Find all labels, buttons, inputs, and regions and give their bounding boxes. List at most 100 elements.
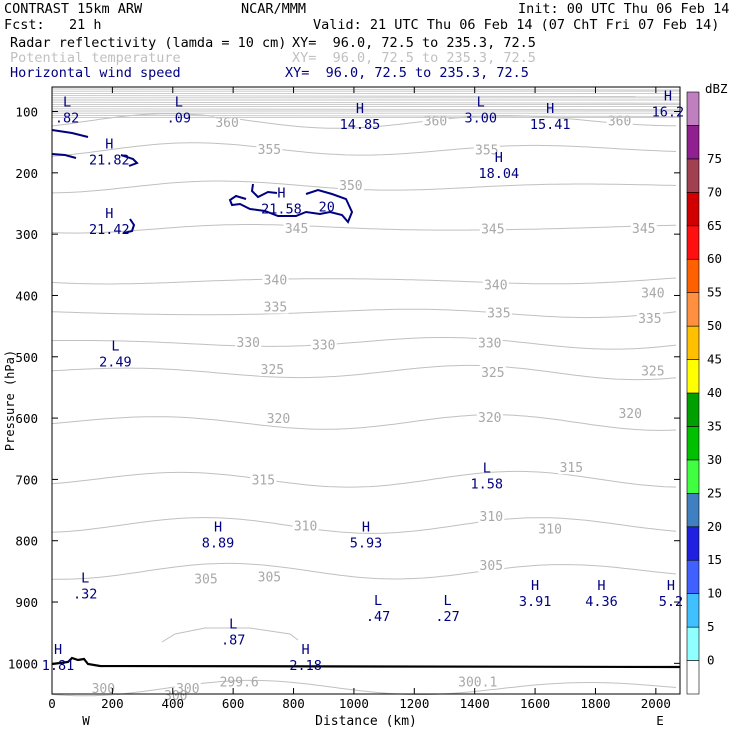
colorbar-label: 50 — [707, 318, 722, 333]
isentrope-label-315: 315 — [560, 461, 583, 476]
organization: NCAR/MMM — [241, 1, 307, 17]
wind-contour-21-42 — [123, 218, 136, 234]
isentrope-label-bg — [337, 177, 364, 193]
isentrope-305 — [51, 562, 677, 580]
field-label-wind: Horizontal wind speed — [10, 65, 181, 81]
isentrope-label-355: 355 — [258, 143, 281, 158]
isentrope-345 — [51, 224, 677, 234]
isentrope-label-bg — [482, 276, 509, 292]
colorbar-swatch — [686, 493, 700, 528]
wind-extremum-value: 21.42 — [89, 222, 130, 238]
isentrope-label-325: 325 — [481, 366, 504, 381]
colorbar-label: 70 — [707, 184, 722, 199]
wind-extremum-value: 21.82 — [89, 152, 130, 168]
isentrope-label-325: 325 — [261, 363, 284, 378]
upper-isentrope-line — [51, 114, 681, 117]
colorbar-swatch — [686, 292, 700, 327]
isentrope-label-335: 335 — [638, 312, 661, 327]
isentrope-label-bg — [639, 362, 666, 378]
isentrope-label-300: 300 — [176, 682, 199, 697]
wind-extremum-value: 14.85 — [340, 117, 381, 133]
isentrope-label-330: 330 — [312, 339, 335, 354]
wind-extremum-value: 3.00 — [464, 111, 497, 127]
colorbar-swatch — [686, 325, 700, 360]
upper-isentrope-line — [51, 101, 681, 104]
isentrope-label-bg — [478, 557, 505, 573]
isentrope-label-bg — [90, 679, 117, 695]
colorbar-label: 55 — [707, 285, 722, 300]
colorbar-swatch — [686, 459, 700, 494]
wind-extremum-value: 1.58 — [471, 477, 504, 493]
x-tick-label: 200 — [101, 696, 124, 711]
isentrope-label-310: 310 — [538, 522, 561, 537]
isentrope-330 — [51, 337, 677, 350]
y-tick-label: 100 — [15, 105, 38, 120]
isentrope-label-bg — [259, 361, 286, 377]
isentrope-label-bg — [473, 141, 500, 157]
isentrope-label-bg — [479, 364, 506, 380]
forecast-hour: Fcst: 21 h — [4, 17, 102, 33]
x-tick-label: 600 — [222, 696, 245, 711]
y-tick-label: 700 — [15, 472, 38, 487]
isentrope-label-305: 305 — [480, 559, 503, 574]
wind-extremum-value: 16.2 — [652, 104, 685, 120]
isentrope-label-bg — [265, 410, 292, 426]
isentrope-335 — [51, 308, 677, 319]
x-tick-label: 1800 — [580, 696, 610, 711]
isentrope-label-320: 320 — [478, 411, 501, 426]
wind-extremum-value: .27 — [435, 609, 459, 625]
wind-extremum-value: 4.36 — [585, 594, 618, 610]
isentrope-label-335: 335 — [264, 301, 287, 316]
wind-extremum-marker: L — [443, 593, 451, 609]
x-tick-label: 400 — [161, 696, 184, 711]
colorbar-swatch — [686, 526, 700, 561]
wind-extremum-marker: H — [495, 150, 503, 166]
isentrope-label-340: 340 — [641, 286, 664, 301]
isentrope-label-bg — [479, 220, 506, 236]
wind-extremum-value: 5.2 — [659, 594, 683, 610]
wind-extremum-value: .82 — [55, 111, 79, 127]
wind-extremum-value: .09 — [167, 111, 191, 127]
colorbar-label: 30 — [707, 452, 722, 467]
colorbar-swatch — [686, 559, 700, 594]
field-xy-wind: XY= 96.0, 72.5 to 235.3, 72.5 — [285, 65, 529, 81]
colorbar-label: 35 — [707, 418, 722, 433]
colorbar-swatch — [686, 258, 700, 293]
isentrope-label-320: 320 — [618, 407, 641, 422]
colorbar-label: 75 — [707, 151, 722, 166]
isentrope-label-bg — [262, 271, 289, 287]
wind-extremum-value: .87 — [221, 632, 245, 648]
isentrope-label-bg — [235, 334, 262, 350]
wind-extremum-marker: L — [175, 95, 183, 111]
plot-frame — [51, 86, 681, 695]
wind-extremum-marker: H — [531, 578, 539, 594]
isentrope-label-bg — [262, 298, 289, 314]
wind-contour-21-58 — [228, 183, 354, 224]
y-tick-label: 300 — [15, 227, 38, 242]
isentrope-label-315: 315 — [252, 473, 275, 488]
y-tick-label: 900 — [15, 595, 38, 610]
colorbar-swatch — [686, 426, 700, 461]
isentrope-label-345: 345 — [481, 223, 504, 238]
colorbar-label: 10 — [707, 586, 722, 601]
y-tick-label: 200 — [15, 166, 38, 181]
y-tick-label: 500 — [15, 350, 38, 365]
colorbar-swatch — [686, 593, 700, 628]
dbz-colorbar: 0 5 10 15 20 25 30 35 40 45 50 55 60 65 70 75 dBZ — [686, 81, 728, 695]
upper-isentrope-line — [51, 95, 681, 98]
colorbar-label: 5 — [707, 619, 715, 634]
x-tick-label: 1400 — [460, 696, 490, 711]
isentrope-label-bg — [636, 310, 663, 326]
isentrope-label-305: 305 — [258, 570, 281, 585]
isentrope-label-bg — [537, 520, 564, 536]
wind-extremum-value: 5.93 — [350, 536, 383, 552]
isentrope-label-bg — [485, 304, 512, 320]
wind-extremum-marker: H — [214, 520, 222, 536]
x-tick-label: 0 — [48, 696, 56, 711]
colorbar-swatch — [686, 359, 700, 394]
colorbar-label: 60 — [707, 251, 722, 266]
x-tick-label: 1600 — [520, 696, 550, 711]
